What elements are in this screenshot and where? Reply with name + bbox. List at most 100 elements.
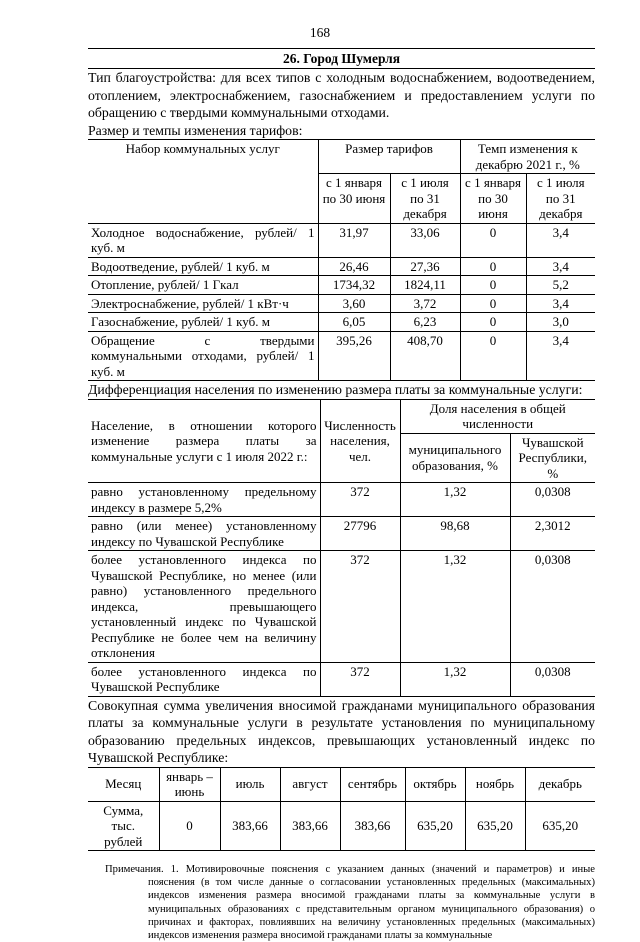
month-cell: сентябрь xyxy=(339,766,406,802)
sum-cell: 635,20 xyxy=(404,800,466,851)
monthly-table: Месяц январь – июнь июль август сентябрь… xyxy=(88,766,595,852)
sum-label-cell: Сумма, тыс. рублей xyxy=(88,800,160,851)
table-row: равно (или менее) установленному индексу… xyxy=(88,516,595,551)
sum-cell: 635,20 xyxy=(464,800,526,851)
service-cell: Водоотведение, рублей/ 1 куб. м xyxy=(88,256,319,276)
month-cell: ноябрь xyxy=(464,766,526,802)
notes-prefix: Примечания. 1. xyxy=(105,864,179,875)
tariff-table: Набор коммунальных услуг Размер тарифов … xyxy=(88,139,596,381)
intro-paragraph: Тип благоустройства: для всех типов с хо… xyxy=(88,70,595,120)
value-cell: 27,36 xyxy=(389,256,461,276)
service-cell: Обращение с твердыми коммунальными отход… xyxy=(88,330,319,381)
table-row: Холодное водоснабжение, рублей/ 1 куб. м… xyxy=(88,222,596,258)
column-group-change: Темп изменения к декабрю 2021 г., % xyxy=(459,139,596,174)
value-cell: 3,4 xyxy=(525,256,596,276)
month-cell: июль xyxy=(219,766,281,802)
column-header-period: с 1 января по 30 июня xyxy=(318,173,391,224)
table-row: Газоснабжение, рублей/ 1 куб. м 6,05 6,2… xyxy=(88,312,596,332)
value-cell: 98,68 xyxy=(399,516,511,551)
month-label-cell: Месяц xyxy=(88,766,160,802)
value-cell: 372 xyxy=(319,482,401,517)
diff-header-row: Население, в отношении которого изменени… xyxy=(88,398,595,483)
value-cell: 5,2 xyxy=(525,275,596,295)
page-content: 26. Город Шумерля Тип благоустройства: д… xyxy=(88,48,596,942)
month-cell: январь – июнь xyxy=(158,766,221,802)
table-row: более установленного индекса по Чувашско… xyxy=(88,661,595,697)
service-cell: Холодное водоснабжение, рублей/ 1 куб. м xyxy=(88,222,319,258)
month-cell: декабрь xyxy=(524,766,595,802)
value-cell: 3,0 xyxy=(525,312,596,332)
table-row: Обращение с твердыми коммунальными отход… xyxy=(88,330,596,381)
table-row: более установленного индекса по Чувашско… xyxy=(88,550,595,663)
category-cell: более установленного индекса по Чувашско… xyxy=(88,661,321,697)
value-cell: 2,3012 xyxy=(509,516,595,551)
value-cell: 3,72 xyxy=(389,293,461,313)
value-cell: 372 xyxy=(319,661,401,697)
value-cell: 6,23 xyxy=(389,312,461,332)
value-cell: 0 xyxy=(459,222,527,258)
column-header-services: Набор коммунальных услуг xyxy=(88,139,319,224)
column-header-period: с 1 января по 30 июня xyxy=(459,173,527,224)
month-cell: октябрь xyxy=(404,766,466,802)
value-cell: 0 xyxy=(459,330,527,381)
column-header-period: с 1 июля по 31 декабря xyxy=(525,173,596,224)
value-cell: 408,70 xyxy=(389,330,461,381)
value-cell: 1,32 xyxy=(399,661,511,697)
sum-cell: 383,66 xyxy=(339,800,406,851)
month-cell: август xyxy=(279,766,341,802)
sum-cell: 635,20 xyxy=(524,800,595,851)
column-group-tariffs: Размер тарифов xyxy=(317,139,461,174)
column-header-population: Население, в отношении которого изменени… xyxy=(88,398,321,483)
value-cell: 372 xyxy=(319,550,401,663)
service-cell: Отопление, рублей/ 1 Гкал xyxy=(88,275,319,295)
section-title: 26. Город Шумерля xyxy=(88,48,595,69)
value-cell: 1734,32 xyxy=(317,275,391,295)
value-cell: 0 xyxy=(459,256,527,276)
value-cell: 33,06 xyxy=(389,222,461,258)
diff-table: Население, в отношении которого изменени… xyxy=(88,398,595,697)
value-cell: 395,26 xyxy=(317,330,391,381)
sum-row: Сумма, тыс. рублей 0 383,66 383,66 383,6… xyxy=(88,800,595,851)
tariff-subheader-row: с 1 января по 30 июня с 1 июля по 31 дек… xyxy=(88,173,596,224)
value-cell: 0 xyxy=(459,275,527,295)
column-header-period: с 1 июля по 31 декабря xyxy=(389,173,461,224)
diff-subheader-row: муниципального образования, % Чувашской … xyxy=(88,432,595,483)
value-cell: 31,97 xyxy=(317,222,391,258)
service-cell: Электроснабжение, рублей/ 1 кВт·ч xyxy=(88,293,319,313)
value-cell: 0 xyxy=(459,293,527,313)
value-cell: 3,60 xyxy=(317,293,391,313)
value-cell: 3,4 xyxy=(525,293,596,313)
value-cell: 6,05 xyxy=(317,312,391,332)
value-cell: 26,46 xyxy=(317,256,391,276)
table-row: Отопление, рублей/ 1 Гкал 1734,32 1824,1… xyxy=(88,275,596,295)
diff-heading: Дифференциация населения по изменению ра… xyxy=(88,382,583,397)
table-row: равно установленному предельному индексу… xyxy=(88,482,595,517)
value-cell: 1824,11 xyxy=(389,275,461,295)
tariff-heading: Размер и темпы изменения тарифов: xyxy=(88,122,303,138)
column-header-count: Численность населения, чел. xyxy=(319,398,401,483)
value-cell: 0,0308 xyxy=(509,661,595,697)
sum-paragraph: Совокупная сумма увеличения вносимой гра… xyxy=(88,697,595,766)
category-cell: равно установленному предельному индексу… xyxy=(88,482,321,517)
category-cell: более установленного индекса по Чувашско… xyxy=(88,550,321,663)
value-cell: 1,32 xyxy=(399,550,511,663)
category-cell: равно (или менее) установленному индексу… xyxy=(88,516,321,551)
sum-cell: 383,66 xyxy=(279,800,341,851)
value-cell: 0,0308 xyxy=(509,482,595,517)
value-cell: 0 xyxy=(459,312,527,332)
column-header-share-republic: Чувашской Республики, % xyxy=(509,432,595,483)
sum-cell: 383,66 xyxy=(219,800,281,851)
notes-body: Мотивировочные пояснения с указанием дан… xyxy=(148,864,595,942)
column-group-share: Доля населения в общей численности xyxy=(399,398,595,434)
sum-cell: 0 xyxy=(158,800,221,851)
table-row: Электроснабжение, рублей/ 1 кВт·ч 3,60 3… xyxy=(88,293,596,313)
value-cell: 3,4 xyxy=(525,330,596,381)
table-row: Водоотведение, рублей/ 1 куб. м 26,46 27… xyxy=(88,256,596,276)
column-header-share-municipal: муниципального образования, % xyxy=(400,432,511,483)
value-cell: 27796 xyxy=(319,516,401,551)
value-cell: 0,0308 xyxy=(509,550,595,663)
value-cell: 3,4 xyxy=(525,222,596,258)
service-cell: Газоснабжение, рублей/ 1 куб. м xyxy=(88,312,319,332)
value-cell: 1,32 xyxy=(399,482,511,517)
